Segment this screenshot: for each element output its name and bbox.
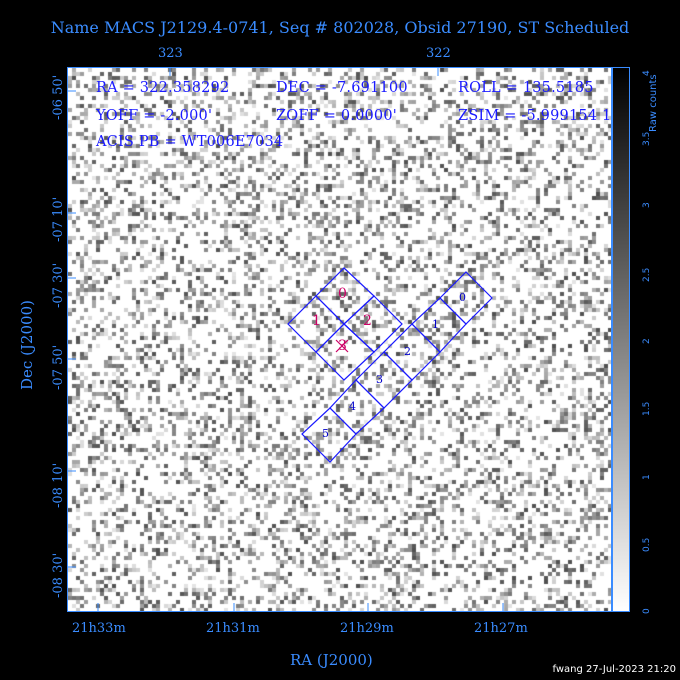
sky-image-plot: RA = 322.358292 DEC = -7.691100 ROLL = 1… [67,67,612,612]
colorbar-label: Raw counts [648,74,659,132]
acis-s4-label: 4 [349,400,356,413]
acis-pb-readout: ACIS PB = WT006E7034 [96,134,284,150]
acis-i0-label: 0 [338,286,347,302]
left-tick-0730: -07 30' [51,262,66,308]
x-axis-label: RA (J2000) [290,651,373,669]
left-tick-0810: -08 10' [51,462,66,508]
acis-s4-chip [329,379,385,435]
colorbar-tick-0: 0 [642,608,652,614]
ra-readout: RA = 322.358292 [96,80,230,96]
colorbar-tick-3: 3 [642,202,652,208]
aimpoint-marker [335,339,349,353]
acis-s1-label: 1 [432,318,439,331]
acis-s2-label: 2 [404,345,411,358]
colorbar-tick-2.5: 2.5 [642,267,652,282]
yoff-readout: YOFF = -2.000' [96,108,213,124]
counts-image [68,68,611,611]
acis-i3-chip [315,323,375,381]
plot-title: Name MACS J2129.4-0741, Seq # 802028, Ob… [50,18,630,37]
bottom-tick-21h33m: 21h33m [72,621,126,636]
y-axis-label: Dec (J2000) [18,300,36,390]
colorbar [612,67,630,612]
dec-readout: DEC = -7.691100 [276,80,408,96]
top-tick-323: 323 [158,46,183,61]
colorbar-tick-0.5: 0.5 [642,537,652,552]
acis-s0-chip [439,271,493,325]
roll-readout: ROLL = 135.5185 [458,80,594,96]
acis-s3-label: 3 [376,373,383,386]
bottom-tick-21h27m: 21h27m [474,621,528,636]
colorbar-tick-3.5: 3.5 [642,131,652,146]
colorbar-tick-2: 2 [642,338,652,344]
bottom-tick-21h31m: 21h31m [206,621,260,636]
acis-i3-label: 3 [338,338,347,354]
acis-s2-chip [383,323,441,381]
left-tick-0830: -08 30' [51,552,66,598]
zsim-readout: ZSIM = -5.999154 10022 [458,108,611,124]
acis-s5-label: 5 [322,427,329,440]
footer-stamp: fwang 27-Jul-2023 21:20 [552,664,676,675]
acis-s5-chip [301,407,357,463]
bottom-tick-21h29m: 21h29m [340,621,394,636]
acis-s1-chip [411,297,467,353]
colorbar-tick-1.5: 1.5 [642,401,652,416]
zoff-readout: ZOFF = 0.0000' [276,108,397,124]
acis-i1-label: 1 [312,313,321,329]
left-tick-0710: -07 10' [51,196,66,242]
acis-s0-label: 0 [459,291,466,304]
chip-overlay [68,68,504,611]
left-tick-0650: -06 50' [51,74,66,120]
left-tick-0750: -07 50' [51,344,66,390]
top-tick-322: 322 [426,46,451,61]
acis-i2-label: 2 [363,313,372,329]
colorbar-tick-1: 1 [642,474,652,480]
acis-i2-chip [343,295,403,353]
